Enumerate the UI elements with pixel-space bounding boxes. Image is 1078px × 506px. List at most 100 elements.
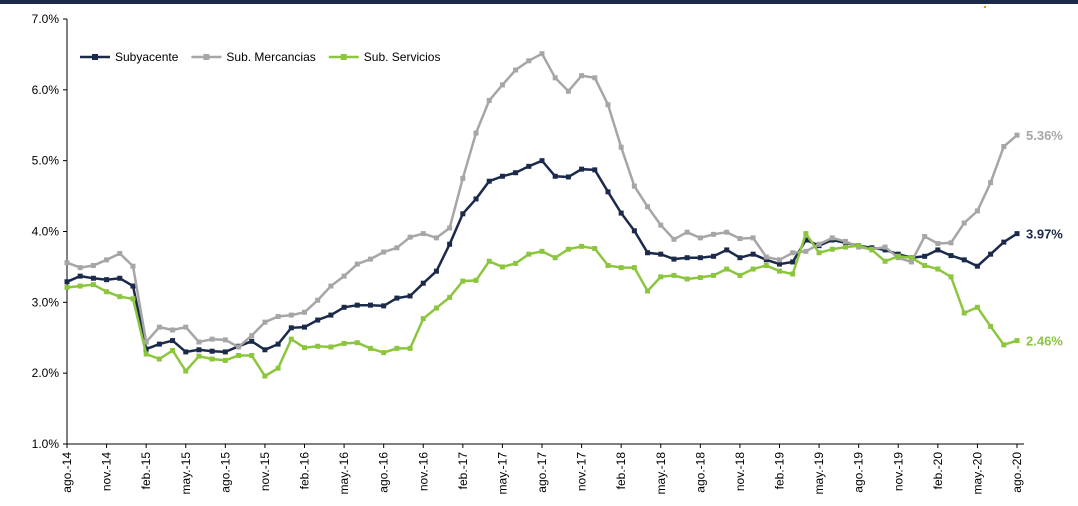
point-marker [922, 253, 928, 259]
y-tick-label: 1.0% [32, 437, 60, 451]
point-marker [697, 235, 703, 241]
point-marker [302, 309, 307, 315]
point-marker [618, 265, 624, 271]
point-marker [367, 302, 373, 308]
point-marker [882, 244, 888, 250]
point-marker [539, 51, 545, 57]
point-marker [605, 102, 611, 108]
point-marker [104, 289, 110, 295]
point-marker [935, 266, 941, 272]
point-marker [117, 250, 123, 256]
top-bar [0, 0, 1078, 4]
y-tick-label: 6.0% [32, 83, 60, 97]
point-marker [262, 319, 268, 325]
point-marker [130, 296, 136, 302]
point-marker [77, 265, 83, 271]
x-tick-label: nov.-17 [575, 452, 589, 491]
point-marker [64, 279, 70, 285]
point-marker [486, 178, 492, 184]
point-marker [236, 344, 242, 350]
x-tick-label: nov.-18 [733, 452, 747, 491]
point-marker [117, 275, 123, 281]
point-marker [183, 349, 189, 355]
point-marker [156, 356, 162, 362]
point-marker [315, 343, 321, 349]
point-marker [420, 280, 426, 286]
point-marker [433, 268, 439, 274]
y-tick-label: 2.0% [32, 366, 60, 380]
point-marker [394, 295, 400, 301]
point-marker [433, 305, 439, 311]
point-marker [935, 247, 941, 253]
point-marker [974, 304, 980, 310]
point-marker [631, 183, 637, 189]
point-marker [724, 229, 730, 235]
point-marker [473, 277, 479, 283]
point-marker [196, 353, 202, 359]
point-marker [262, 347, 268, 353]
x-tick-label: may.-17 [495, 452, 509, 495]
point-marker [684, 276, 690, 282]
point-marker [513, 170, 519, 176]
point-marker [750, 251, 756, 257]
point-marker [460, 175, 466, 181]
point-marker [711, 231, 717, 237]
point-marker [381, 249, 387, 255]
x-tick-label: ago.-18 [693, 452, 707, 493]
point-marker [935, 241, 941, 247]
x-tick-label: ago.-14 [60, 452, 74, 493]
point-marker [209, 356, 215, 362]
end-label: 2.46% [1026, 334, 1063, 349]
point-marker [579, 73, 585, 79]
point-marker [592, 246, 598, 251]
point-marker [869, 247, 875, 253]
point-marker [170, 338, 176, 344]
point-marker [526, 251, 532, 257]
x-tick-label: may.-19 [812, 452, 826, 495]
point-marker [486, 258, 492, 264]
point-marker [170, 348, 176, 353]
point-marker [275, 365, 281, 371]
x-tick-label: feb.-19 [773, 452, 787, 490]
x-tick-label: feb.-15 [139, 452, 153, 490]
point-marker [64, 260, 70, 266]
point-marker [605, 189, 611, 195]
point-marker [473, 130, 479, 136]
point-marker [631, 228, 637, 234]
x-tick-label: nov.-15 [258, 452, 272, 491]
point-marker [961, 257, 967, 263]
point-marker [143, 351, 149, 357]
point-marker [302, 324, 307, 330]
point-marker [856, 243, 862, 249]
point-marker [961, 310, 967, 316]
point-marker [394, 245, 400, 251]
point-marker [882, 247, 888, 253]
x-tick-label: feb.-16 [298, 452, 312, 490]
point-marker [565, 88, 571, 94]
point-marker [315, 317, 321, 323]
point-marker [341, 273, 347, 279]
point-marker [816, 250, 822, 256]
point-marker [315, 297, 321, 303]
legend-marker [340, 54, 347, 60]
point-marker [948, 240, 954, 246]
point-marker [750, 266, 756, 272]
point-marker [433, 235, 439, 241]
point-marker [658, 251, 664, 257]
point-marker [64, 284, 70, 290]
point-marker [222, 349, 228, 355]
point-marker [988, 180, 994, 186]
point-marker [183, 368, 189, 374]
point-marker [420, 316, 426, 322]
x-tick-label: may.-16 [337, 452, 351, 495]
point-marker [486, 97, 492, 103]
point-marker [684, 255, 690, 261]
point-marker [737, 236, 743, 242]
point-marker [460, 211, 466, 217]
point-marker [790, 250, 796, 256]
point-marker [908, 255, 914, 261]
point-marker [381, 303, 387, 309]
y-tick-label: 5.0% [32, 154, 60, 168]
point-marker [262, 373, 268, 379]
point-marker [1001, 342, 1007, 348]
